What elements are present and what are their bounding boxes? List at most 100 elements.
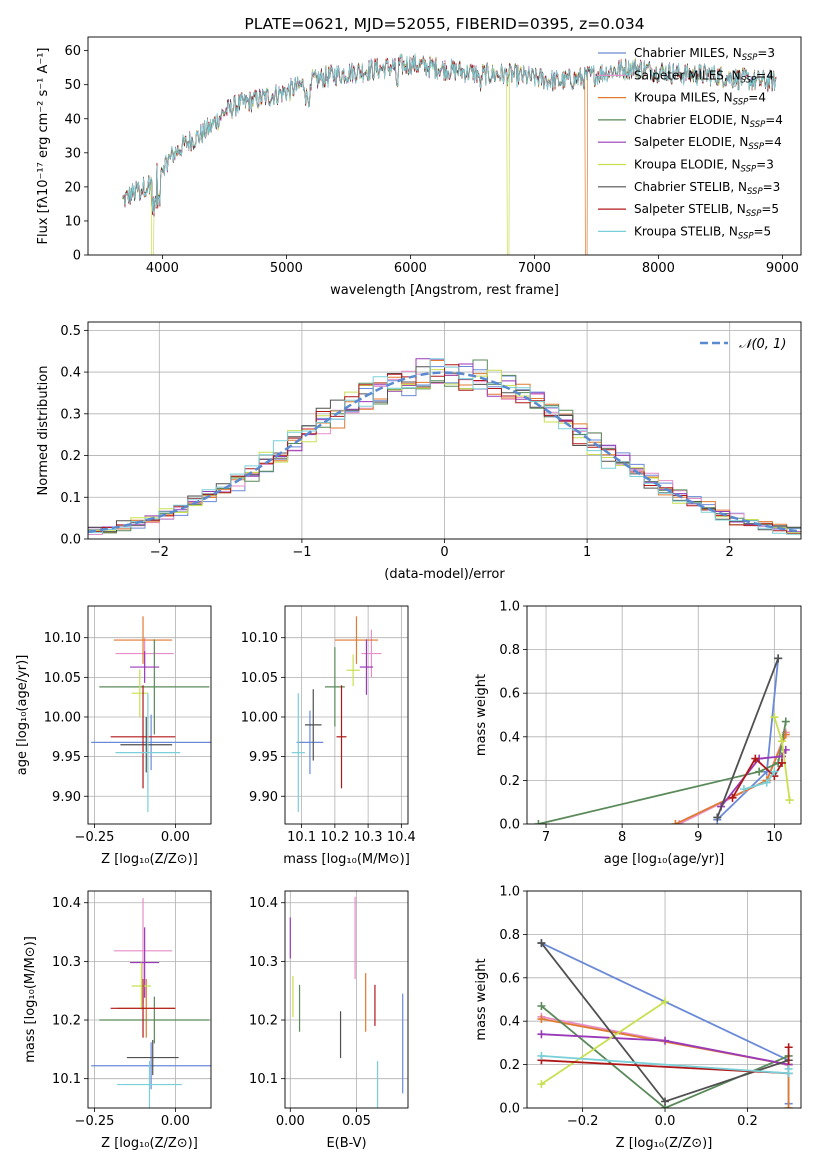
x-tick-label: 2 [726, 545, 734, 560]
weight-vs-Z-plot-area [537, 939, 793, 1108]
y-tick-label: 0.2 [60, 449, 81, 464]
x-tick-label: 1 [583, 545, 591, 560]
mass-vs-ebv-chart: 0.00 0.05 10.1 10.2 10.3 10.4 E(B-V) [249, 890, 409, 1151]
x-axis-label: Z [log₁₀(Z/Z⊙)] [616, 1136, 713, 1151]
y-tick-label: 60 [64, 44, 81, 59]
weight-series-line [731, 757, 783, 799]
y-tick-label: 9.95 [249, 750, 278, 765]
weight-point-marker [537, 1051, 546, 1060]
spectrum-plot-area [122, 53, 777, 255]
weight-point-marker [537, 1030, 546, 1039]
y-axis-label: mass weight [474, 958, 489, 1040]
weight-point-marker [785, 796, 794, 805]
x-tick-label: 6000 [394, 261, 427, 276]
y-axis-label: mass [log₁₀(M/M⊙)] [23, 936, 38, 1063]
y-axis-label: Flux [fλ10⁻¹⁷ erg cm⁻² s⁻¹ A⁻¹] [36, 48, 51, 245]
x-axis-label: wavelength [Angstrom, rest frame] [330, 283, 559, 298]
legend-entry: Kroupa ELODIE, NSSP=3 [634, 158, 774, 175]
weight-point-marker [784, 1043, 793, 1052]
x-axis-label: mass [log₁₀(M/M⊙)] [283, 852, 410, 867]
weight-point-marker [777, 758, 786, 767]
normal-reference-curve [88, 371, 801, 533]
weight-point-marker [671, 820, 680, 824]
axes-frame [87, 36, 802, 256]
y-tick-label: 10.1 [249, 1072, 278, 1087]
y-tick-label: 0.4 [60, 366, 81, 381]
weight-point-marker [762, 778, 771, 787]
legend-entry: Salpeter MILES, NSSP=4 [634, 68, 774, 85]
x-tick-label: 0.00 [276, 1114, 305, 1129]
y-tick-label: 10.05 [44, 671, 81, 686]
legend-entry: 𝒩(0, 1) [739, 337, 786, 352]
y-tick-label: 20 [64, 180, 81, 195]
legend: 𝒩(0, 1) [700, 337, 786, 352]
weight-point-marker [661, 1036, 670, 1045]
legend-entry: Chabrier STELIB, NSSP=3 [634, 180, 780, 197]
weight-point-marker [784, 1064, 793, 1073]
axes-frame [87, 321, 802, 540]
x-tick-label: 10.3 [354, 830, 383, 845]
weight-vs-age-chart: 7 8 9 10 0.0 0.2 0.4 0.6 0.8 1.0 age [log₁₀(age/yr… [474, 600, 802, 867]
residuals-plot-area [88, 358, 801, 537]
x-tick-label: 4000 [146, 261, 179, 276]
x-tick-label: 10.1 [287, 830, 316, 845]
x-tick-label: 9000 [766, 261, 799, 276]
y-tick-label: 0.0 [60, 533, 81, 548]
axes-frame [87, 605, 212, 825]
x-tick-label: 10 [766, 830, 783, 845]
mass-vs-ebv-plot-area [289, 896, 404, 1108]
weight-point-marker [728, 793, 737, 802]
legend-entry: Chabrier MILES, NSSP=3 [634, 46, 775, 63]
weight-series-line [540, 1000, 666, 1085]
weight-series-line [716, 657, 780, 818]
y-tick-label: 9.95 [52, 750, 81, 765]
y-tick-label: 0.6 [499, 687, 520, 702]
y-tick-label: 10.10 [44, 631, 81, 646]
x-tick-label: 0 [440, 545, 448, 560]
axes-frame [87, 890, 212, 1109]
x-tick-label: 0.00 [161, 830, 190, 845]
y-tick-label: 10 [64, 214, 81, 229]
weight-point-marker [713, 813, 722, 822]
x-tick-label: −0.25 [75, 1114, 115, 1129]
legend-entry: Kroupa MILES, NSSP=4 [634, 91, 766, 108]
weight-point-marker [774, 654, 783, 663]
y-tick-label: 0.4 [499, 1015, 520, 1030]
axes-frame [284, 605, 409, 825]
y-tick-label: 0.2 [499, 1058, 520, 1073]
x-axis-label: E(B-V) [326, 1136, 366, 1151]
y-tick-label: 10.3 [52, 955, 81, 970]
age-vs-Z-chart: −0.25 0.00 9.90 9.95 10.00 10.05 10.10 Z [log₁₀… [15, 605, 212, 867]
spectrum-chart: 4000 5000 6000 7000 8000 9000 0 10 20 30 40 50 60 wav… [36, 15, 802, 298]
chart-title: PLATE=0621, MJD=52055, FIBERID=0395, z=0… [244, 15, 644, 33]
axes-frame [284, 890, 409, 1109]
x-tick-label: 10.2 [320, 830, 349, 845]
mass-vs-Z-chart: −0.25 0.00 10.1 10.2 10.3 10.4 Z [log₁₀(Z/Z⊙)]… [23, 890, 212, 1151]
x-tick-label: 0.0 [655, 1114, 676, 1129]
x-tick-label: −0.25 [75, 830, 115, 845]
legend-entry: Salpeter STELIB, NSSP=5 [634, 202, 779, 219]
x-tick-label: −1 [292, 545, 311, 560]
y-tick-label: 0 [73, 249, 81, 264]
x-tick-label: −2 [150, 545, 169, 560]
x-axis-label: Z [log₁₀(Z/Z⊙)] [101, 1136, 198, 1151]
weight-point-marker [537, 1080, 546, 1089]
y-tick-label: 10.3 [249, 955, 278, 970]
y-tick-label: 0.8 [499, 928, 520, 943]
y-tick-label: 10.4 [52, 896, 81, 911]
y-tick-label: 0.4 [499, 730, 520, 745]
legend-entry: Kroupa STELIB, NSSP=5 [634, 224, 771, 241]
mass-vs-Z-plot-area [91, 898, 211, 1108]
age-vs-Z-plot-area [91, 616, 211, 813]
weight-point-marker [751, 754, 760, 763]
x-tick-label: 7000 [518, 261, 551, 276]
y-tick-label: 0.1 [60, 491, 81, 506]
y-tick-label: 9.90 [52, 790, 81, 805]
x-tick-label: −0.2 [567, 1114, 599, 1129]
y-axis-label: Normed distribution [36, 366, 51, 496]
y-tick-label: 10.4 [249, 896, 278, 911]
y-tick-label: 10.10 [241, 631, 278, 646]
x-axis-label: Z [log₁₀(Z/Z⊙)] [101, 852, 198, 867]
x-tick-label: 0.05 [342, 1114, 371, 1129]
y-tick-label: 10.05 [241, 671, 278, 686]
